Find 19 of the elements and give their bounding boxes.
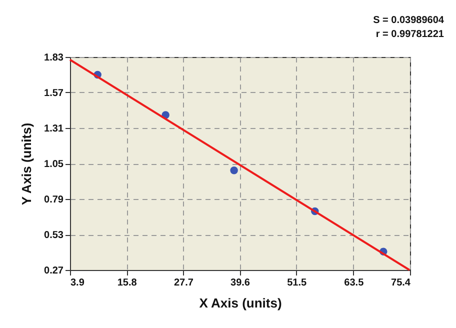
x-tick-label: 75.4 xyxy=(391,278,411,288)
x-tick-label: 3.9 xyxy=(70,278,85,288)
x-tick-label: 27.7 xyxy=(174,278,194,288)
x-axis-title: X Axis (units) xyxy=(199,296,282,310)
text: r = 0.99781221 xyxy=(374,28,444,42)
point xyxy=(230,166,238,174)
y-axis-title: Y Axis (units) xyxy=(19,122,34,206)
x-tick-label: 15.8 xyxy=(117,278,138,288)
y-tick-label: 0.79 xyxy=(44,194,64,206)
text: S = 0.03989604 xyxy=(373,14,444,28)
y-tick-label: 1.05 xyxy=(44,159,64,170)
y-tick-label: 1.57 xyxy=(44,88,64,99)
x-tick-label: 63.5 xyxy=(344,278,364,288)
y-tick-label: 1.83 xyxy=(44,52,64,64)
x-tick-label: 51.5 xyxy=(287,278,308,288)
y-tick-label: 0.53 xyxy=(44,230,64,241)
x-tick-label: 39.6 xyxy=(230,278,250,288)
y-tick-label: 0.27 xyxy=(44,266,64,276)
y-tick-label: 1.31 xyxy=(44,124,64,134)
